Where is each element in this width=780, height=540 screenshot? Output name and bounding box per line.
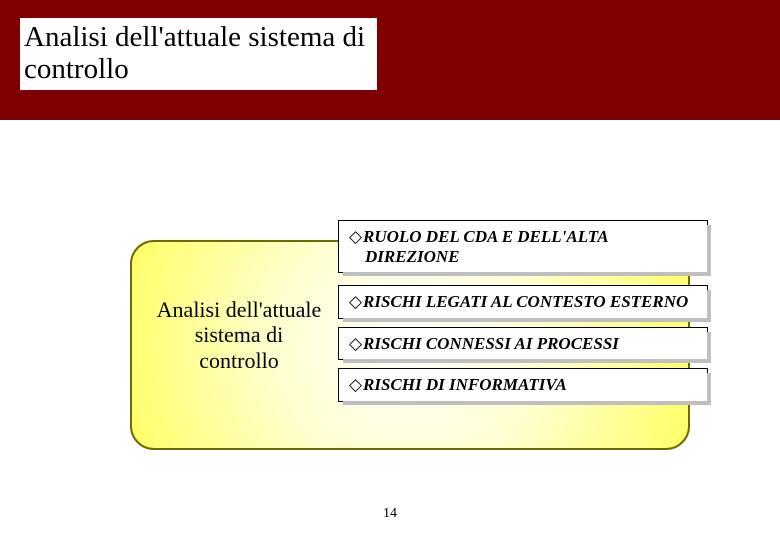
item-boxes: ◇RUOLO DEL CDA E DELL'ALTA DIREZIONE ◇RI… bbox=[338, 220, 708, 410]
bullet-icon: ◇ bbox=[349, 227, 363, 247]
item-label: RUOLO DEL CDA E DELL'ALTA DIREZIONE bbox=[363, 227, 608, 266]
title-white-bg: Analisi dell'attuale sistema di controll… bbox=[20, 18, 377, 90]
slide-title-line2: controllo bbox=[24, 53, 129, 85]
item-label: RISCHI CONNESSI AI PROCESSI bbox=[363, 334, 619, 353]
item-box-ruolo: ◇RUOLO DEL CDA E DELL'ALTA DIREZIONE bbox=[338, 220, 708, 273]
bullet-icon: ◇ bbox=[349, 292, 363, 312]
title-bar: Analisi dell'attuale sistema di controll… bbox=[0, 0, 780, 120]
item-text: ◇RISCHI DI INFORMATIVA bbox=[349, 375, 697, 395]
item-label: RISCHI DI INFORMATIVA bbox=[363, 375, 567, 394]
item-box-processi: ◇RISCHI CONNESSI AI PROCESSI bbox=[338, 327, 708, 361]
slide-title-line1: Analisi dell'attuale sistema di bbox=[24, 21, 365, 53]
item-label: RISCHI LEGATI AL CONTESTO ESTERNO bbox=[363, 292, 688, 311]
panel-label: Analisi dell'attuale sistema di controll… bbox=[154, 297, 324, 373]
bullet-icon: ◇ bbox=[349, 375, 363, 395]
item-text: ◇RISCHI LEGATI AL CONTESTO ESTERNO bbox=[349, 292, 697, 312]
item-text: ◇RUOLO DEL CDA E DELL'ALTA DIREZIONE bbox=[349, 227, 697, 266]
page-number: 14 bbox=[0, 506, 780, 522]
bullet-icon: ◇ bbox=[349, 334, 363, 354]
item-box-informativa: ◇RISCHI DI INFORMATIVA bbox=[338, 368, 708, 402]
slide-title: Analisi dell'attuale sistema di controll… bbox=[24, 22, 365, 86]
item-box-contesto: ◇RISCHI LEGATI AL CONTESTO ESTERNO bbox=[338, 285, 708, 319]
item-text: ◇RISCHI CONNESSI AI PROCESSI bbox=[349, 334, 697, 354]
